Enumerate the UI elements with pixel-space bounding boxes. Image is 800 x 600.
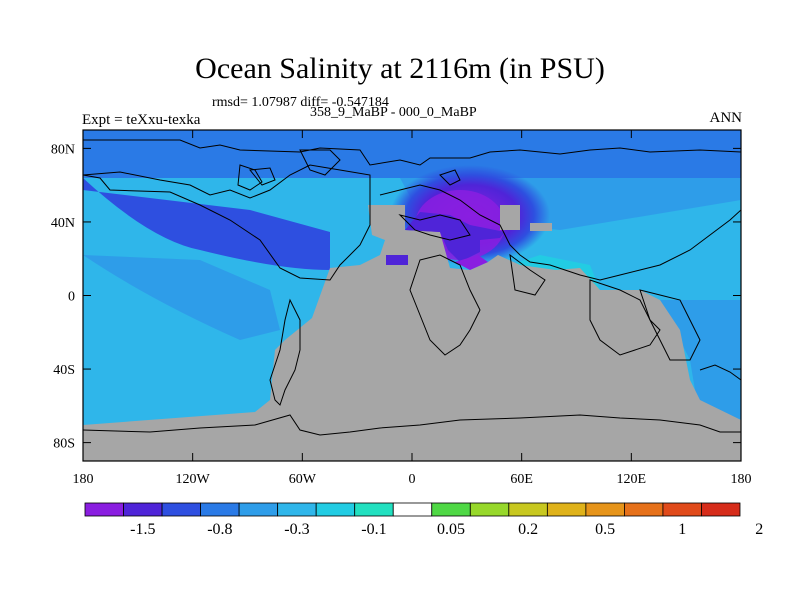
y-tick-label: 40S <box>53 363 75 378</box>
colorbar-box <box>354 502 394 517</box>
north-ocean-anomaly <box>83 178 330 270</box>
colorbar-label: -0.8 <box>207 521 232 538</box>
coastlines <box>83 139 741 436</box>
colorbar-box <box>277 502 317 517</box>
colorbar-box <box>508 502 548 517</box>
colorbar-box <box>161 502 201 517</box>
colorbar-box <box>546 502 587 517</box>
island <box>500 205 520 230</box>
colorbar-box <box>624 502 664 517</box>
central-ocean-band <box>83 255 280 340</box>
axis-ticks: 180 120W 60W 0 60E 120E 180 80N 40N 0 40S 80S <box>51 130 752 487</box>
x-tick-label: 180 <box>73 472 94 487</box>
colorbar-box <box>469 502 510 517</box>
colorbar-label: -0.1 <box>361 521 386 538</box>
colorbar-box <box>585 502 625 517</box>
y-tick-label: 0 <box>68 290 75 305</box>
y-tick-label: 80N <box>51 142 75 157</box>
experiment-subtitle: 358_9_MaBP - 000_0_MaBP <box>310 105 477 120</box>
x-tick-label: 0 <box>409 472 416 487</box>
season-label: ANN <box>709 110 743 126</box>
colorbar-label: 0.5 <box>595 521 615 538</box>
stats-label: rmsd= 1.07987 diff= -0.547184 <box>212 95 389 110</box>
colorbar-box <box>662 502 702 517</box>
inland-sea-core <box>455 255 488 270</box>
colorbar-box <box>123 502 163 517</box>
colorbar-label: -1.5 <box>130 521 155 538</box>
x-tick-label: 120E <box>617 472 647 487</box>
y-tick-label: 40N <box>51 216 75 231</box>
east-ocean-band <box>660 300 741 420</box>
colorbar-box <box>701 502 741 517</box>
y-tick-label: 80S <box>53 437 75 452</box>
experiment-label: Expt = teXxu-texka <box>82 112 201 128</box>
colorbar-box <box>200 502 240 517</box>
inland-sea <box>405 212 505 262</box>
colorbar-box <box>392 502 433 517</box>
colorbar-box <box>315 502 356 517</box>
colorbar-label: 2 <box>755 521 763 538</box>
colorbar-label: 0.05 <box>437 521 465 538</box>
colorbar-label: 0.2 <box>518 521 538 538</box>
x-tick-label: 120W <box>176 472 211 487</box>
colorbar-box <box>431 502 471 517</box>
colorbar-box <box>238 502 279 517</box>
colorbar-label: 1 <box>678 521 686 538</box>
colorbar-label: -0.3 <box>284 521 309 538</box>
colorbar-box <box>84 502 124 517</box>
x-tick-label: 180 <box>731 472 752 487</box>
colorbar-labels: -1.5 -0.8 -0.3 -0.1 0.05 0.2 0.5 1 2 <box>130 521 763 538</box>
coastal-sea <box>386 255 408 265</box>
island <box>530 223 552 231</box>
northern-band <box>83 178 741 230</box>
map-title: Ocean Salinity at 2116m (in PSU) <box>195 52 605 85</box>
colorbar-boxes <box>84 502 741 517</box>
x-tick-label: 60E <box>510 472 533 487</box>
x-tick-label: 60W <box>289 472 317 487</box>
land-mass <box>83 205 741 461</box>
